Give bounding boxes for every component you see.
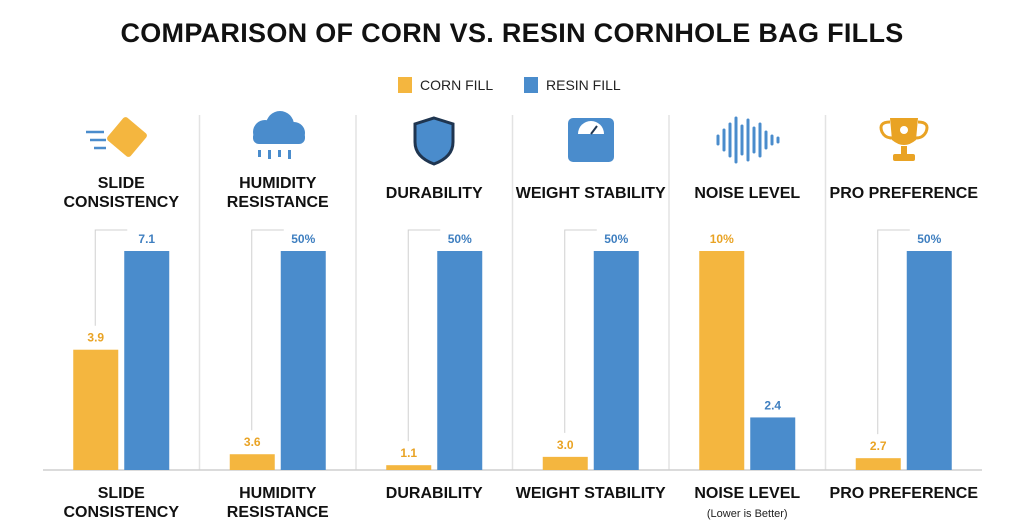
x-tick-label: SLIDE CONSISTENCY — [63, 485, 180, 521]
legend-label: RESIN FILL — [546, 77, 621, 93]
shield-icon — [413, 116, 455, 166]
value-label: 2.7 — [870, 439, 887, 453]
bar — [280, 251, 326, 470]
x-tick-label: HUMIDITY RESISTANCE — [226, 485, 329, 521]
value-label: 7.1 — [138, 232, 155, 246]
connector — [877, 229, 910, 435]
trophy-icon — [879, 118, 929, 161]
chart-title: COMPARISON OF CORN VS. RESIN CORNHOLE BA… — [120, 18, 904, 48]
bar — [699, 251, 745, 470]
value-label: 3.9 — [87, 331, 104, 345]
value-label: 50% — [448, 232, 472, 246]
bar — [542, 456, 588, 470]
bar — [124, 251, 170, 470]
value-label: 10% — [710, 232, 734, 246]
panel-heading: NOISE LEVEL — [694, 184, 801, 202]
slide-icon — [86, 117, 147, 157]
x-tick-label: DURABILITY — [385, 485, 483, 502]
connector — [251, 229, 284, 431]
cloud-icon — [253, 111, 305, 159]
bar — [593, 251, 639, 470]
panel-heading: SLIDE CONSISTENCY — [63, 175, 180, 211]
legend-label: CORN FILL — [420, 77, 493, 93]
value-label: 50% — [604, 232, 628, 246]
connector — [407, 229, 441, 442]
panel-heading: PRO PREFERENCE — [829, 184, 978, 202]
value-label: 2.4 — [764, 398, 781, 412]
category-note: (Lower is Better) — [706, 508, 788, 520]
x-tick-label: WEIGHT STABILITY — [515, 485, 666, 502]
legend-swatch — [524, 77, 538, 93]
sound-icon — [716, 116, 780, 164]
bar — [750, 417, 796, 470]
connector — [564, 229, 597, 433]
icons — [86, 111, 929, 166]
panel-heading: HUMIDITY RESISTANCE — [226, 175, 329, 211]
bar — [229, 454, 275, 470]
bar — [73, 349, 119, 470]
panel-heading: WEIGHT STABILITY — [515, 184, 666, 202]
x-tick-label: NOISE LEVEL — [694, 485, 801, 502]
legend-swatch — [398, 77, 412, 93]
bar — [855, 458, 901, 470]
value-label: 50% — [917, 232, 941, 246]
connector — [94, 229, 128, 326]
value-label: 3.6 — [244, 435, 261, 449]
scale-icon — [568, 118, 614, 162]
bar — [437, 251, 483, 470]
bar — [386, 465, 432, 470]
value-label: 1.1 — [400, 446, 417, 460]
value-label: 3.0 — [557, 438, 574, 452]
bar — [906, 251, 952, 470]
panel-heading: DURABILITY — [385, 184, 483, 202]
x-tick-label: PRO PREFERENCE — [829, 485, 978, 502]
value-label: 50% — [291, 232, 315, 246]
